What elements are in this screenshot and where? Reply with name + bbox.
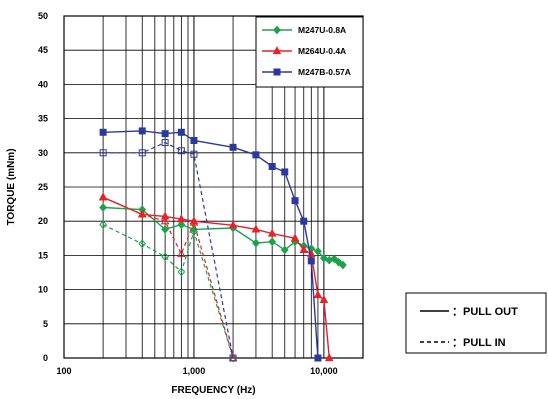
pull-out-point <box>319 294 329 303</box>
pull-out-point <box>314 354 322 362</box>
x-tick-labels: 100 1,000 10,000 <box>56 366 337 376</box>
pull-out-point <box>161 225 169 234</box>
pull-out-point <box>99 128 107 136</box>
pull-out-point <box>252 238 260 248</box>
pull-in-line-M264U-0.4A <box>102 196 234 359</box>
y-tick-label: 30 <box>38 148 48 158</box>
legend: M247U-0.8A M264U-0.4A M247B-0.57A <box>255 16 364 88</box>
pull-in-point <box>177 249 186 258</box>
pull-out-point <box>281 168 289 176</box>
pull-in-point <box>161 252 169 262</box>
x-tick-label: 1,000 <box>183 366 206 376</box>
pull-out-key-label: ：PULL OUT <box>452 306 518 318</box>
y-tick-label: 50 <box>38 11 48 21</box>
pull-out-point <box>99 203 107 212</box>
pull-in-point <box>138 149 146 157</box>
pull-in-point <box>161 139 169 147</box>
pull-in-point <box>138 209 147 218</box>
x-tick-label: 100 <box>56 366 71 376</box>
pull-in-point <box>99 149 107 157</box>
pull-out-point <box>190 136 198 144</box>
pull-in-line-M247U-0.8A <box>102 224 234 359</box>
y-tick-label: 45 <box>38 45 48 55</box>
series-M264U-0.4A <box>98 192 334 362</box>
pull-out-point <box>313 290 323 299</box>
pull-out-point <box>268 237 277 247</box>
legend-marker <box>272 46 282 55</box>
pull-out-point <box>177 128 185 136</box>
pull-out-point <box>161 130 169 138</box>
legend-entry-label: M247B-0.57A <box>298 67 351 77</box>
plot-area-frame <box>63 15 364 359</box>
pull-out-point <box>290 233 300 242</box>
y-axis-label: TORQUE (mNm) <box>6 148 17 225</box>
y-tick-labels: 0 5 10 15 20 25 30 35 40 45 50 <box>38 11 48 363</box>
pull-in-point <box>138 239 147 249</box>
y-tick-label: 0 <box>43 353 48 363</box>
legend-entry-label: M247U-0.8A <box>298 25 346 35</box>
pull-out-point <box>291 197 299 205</box>
pull-out-point <box>251 224 261 233</box>
y-tick-label: 20 <box>38 216 48 226</box>
pull-out-point <box>330 254 339 264</box>
series-M247B-0.57A <box>99 127 322 362</box>
y-tick-label: 5 <box>43 319 48 329</box>
pull-out-point <box>300 217 308 225</box>
pull-out-point <box>339 260 347 270</box>
pull-out-point <box>325 353 334 362</box>
pull-in-point <box>229 353 237 363</box>
pull-in-point <box>177 267 186 277</box>
pull-in-point <box>229 354 237 362</box>
legend-entries: M247U-0.8A M264U-0.4A M247B-0.57A <box>262 25 351 77</box>
pull-out-point <box>307 257 315 265</box>
pull-out-point <box>267 228 277 237</box>
pull-out-point <box>252 151 260 159</box>
pull-out-point <box>138 127 146 135</box>
legend-entry-label: M264U-0.4A <box>298 46 346 56</box>
y-tick-label: 35 <box>38 114 48 124</box>
y-tick-label: 15 <box>38 250 48 260</box>
line-style-key: ：PULL OUT ：PULL IN <box>405 292 547 354</box>
pull-in-point <box>177 147 185 155</box>
y-tick-label: 10 <box>38 285 48 295</box>
pull-in-key-label: ：PULL IN <box>452 337 506 349</box>
pull-out-point <box>160 211 170 220</box>
x-tick-label: 10,000 <box>310 366 338 376</box>
pull-in-point <box>160 216 170 225</box>
pull-out-point <box>299 245 308 254</box>
legend-marker <box>273 68 281 76</box>
pull-out-point <box>280 245 289 255</box>
pull-in-point <box>189 217 199 226</box>
pull-out-point <box>314 246 322 256</box>
pull-in-point <box>98 192 108 201</box>
pull-in-point <box>190 150 198 158</box>
y-tick-label: 25 <box>38 182 48 192</box>
pull-out-point <box>268 162 276 170</box>
pull-in-line-M247B-0.57A <box>103 141 234 359</box>
pull-in-point <box>99 220 107 229</box>
pull-out-point <box>177 220 186 229</box>
y-tick-label: 40 <box>38 79 48 89</box>
pull-out-point <box>229 143 237 151</box>
pull-out-point <box>177 214 186 223</box>
series-layer <box>98 127 347 363</box>
pull-out-point <box>228 220 238 229</box>
x-axis-label: FREQUENCY (Hz) <box>171 385 255 396</box>
pull-out-point <box>320 253 328 263</box>
legend-marker <box>273 25 281 35</box>
pull-in-point <box>190 227 198 236</box>
line-style-key-box <box>405 292 547 354</box>
